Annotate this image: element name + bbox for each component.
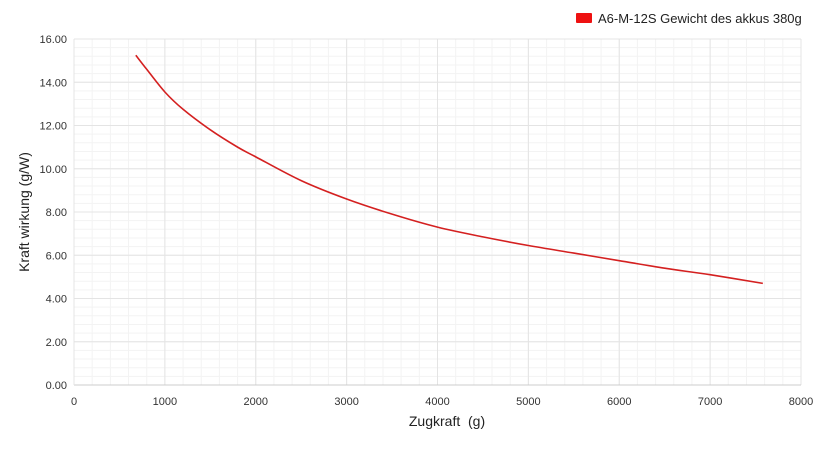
y-tick-label: 2.00: [46, 337, 67, 349]
y-tick-label: 6.00: [46, 250, 67, 262]
x-tick-labels: 0 1000 2000 3000 4000 5000 6000 7000 8000: [71, 396, 813, 408]
series-layer: [135, 54, 763, 285]
x-tick-label: 1000: [153, 396, 177, 408]
y-tick-label: 8.00: [46, 207, 67, 219]
y-tick-label: 4.00: [46, 294, 67, 306]
legend[interactable]: A6-M-12S Gewicht des akkus 380g: [576, 11, 802, 26]
x-tick-label: 3000: [334, 396, 358, 408]
legend-label: A6-M-12S Gewicht des akkus 380g: [598, 11, 802, 26]
x-tick-label: 8000: [789, 396, 813, 408]
y-tick-label: 12.00: [39, 121, 67, 133]
series-line[interactable]: [135, 54, 763, 285]
y-tick-label: 10.00: [39, 164, 67, 176]
x-tick-label: 6000: [607, 396, 631, 408]
x-tick-label: 0: [71, 396, 77, 408]
x-tick-label: 7000: [698, 396, 722, 408]
y-tick-label: 14.00: [39, 77, 67, 89]
y-tick-label: 0.00: [46, 380, 67, 392]
legend-swatch: [576, 13, 592, 23]
axes: [73, 39, 801, 386]
y-axis-title: Kraft wirkung (g/W): [16, 152, 32, 272]
x-axis-title: Zugkraft (g): [409, 413, 485, 429]
y-tick-labels: 0.00 2.00 4.00 6.00 8.00 10.00 12.00 14.00 16.00: [39, 34, 67, 392]
x-tick-label: 5000: [516, 396, 540, 408]
y-tick-label: 16.00: [39, 34, 67, 46]
x-tick-label: 2000: [244, 396, 268, 408]
x-tick-label: 4000: [425, 396, 449, 408]
